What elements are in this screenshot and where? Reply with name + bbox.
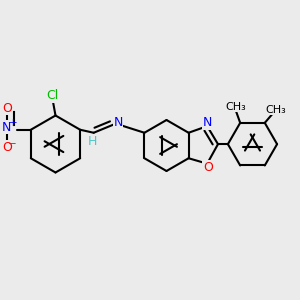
Text: Cl: Cl [46,89,58,102]
Text: O: O [203,161,213,174]
Text: −: − [8,139,16,149]
Text: +: + [9,118,18,128]
Text: O: O [2,141,12,154]
Text: O: O [2,102,12,115]
Text: N: N [203,116,212,129]
Text: H: H [88,135,97,148]
Text: CH₃: CH₃ [265,105,286,115]
Text: N: N [113,116,123,129]
Text: CH₃: CH₃ [225,102,246,112]
Text: N: N [2,121,11,134]
